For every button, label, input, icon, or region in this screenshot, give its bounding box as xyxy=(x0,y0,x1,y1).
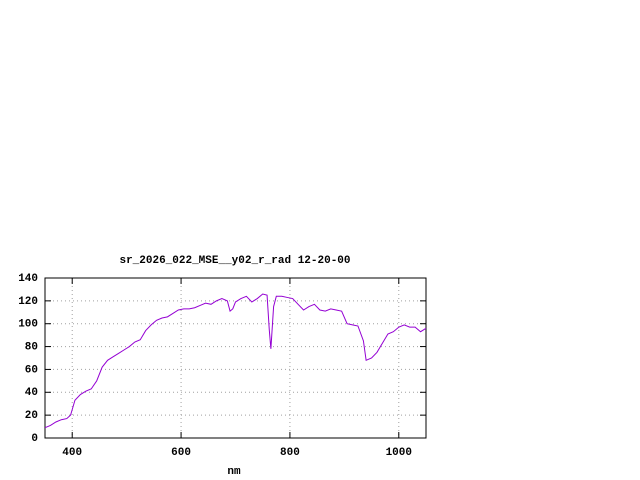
y-tick-label: 100 xyxy=(18,319,38,331)
x-tick-label: 800 xyxy=(280,447,300,459)
y-tick-label: 0 xyxy=(31,433,38,445)
x-tick-label: 1000 xyxy=(386,447,412,459)
y-tick-label: 40 xyxy=(25,387,38,399)
x-tick-label: 600 xyxy=(171,447,191,459)
y-tick-label: 80 xyxy=(25,341,38,353)
y-tick-label: 60 xyxy=(25,364,38,376)
x-tick-label: 400 xyxy=(62,447,82,459)
y-tick-label: 140 xyxy=(18,273,38,285)
y-tick-label: 120 xyxy=(18,296,38,308)
chart-title: sr_2026_022_MSE__y02_r_rad 12-20-00 xyxy=(119,255,350,267)
plot-frame xyxy=(44,277,427,439)
x-axis-label: nm xyxy=(227,466,241,478)
y-tick-label: 20 xyxy=(25,410,38,422)
data-line xyxy=(44,293,427,429)
